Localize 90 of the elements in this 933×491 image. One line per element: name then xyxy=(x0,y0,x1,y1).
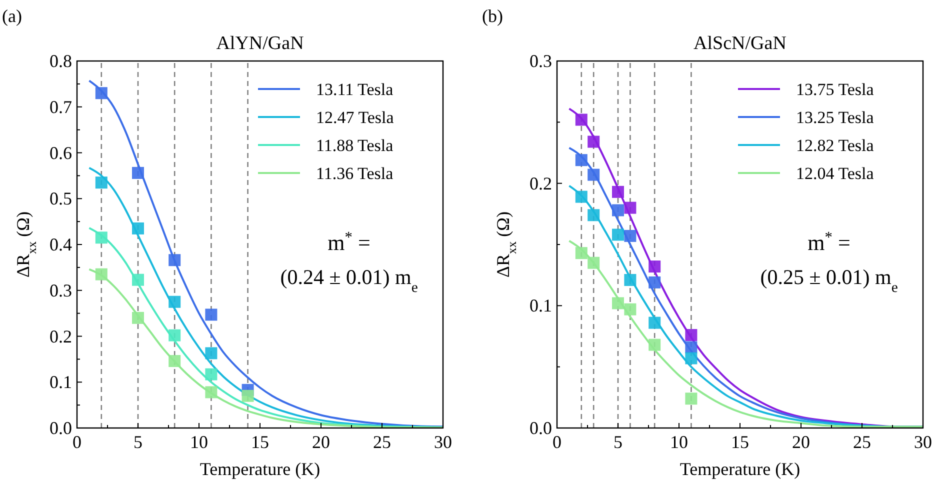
legend-label: 11.88 Tesla xyxy=(316,136,394,155)
point xyxy=(685,341,698,354)
x-tick-label: 25 xyxy=(373,432,391,452)
legend-label: 13.75 Tesla xyxy=(796,80,874,99)
point xyxy=(648,316,661,329)
y-tick-label: 0.8 xyxy=(50,51,72,71)
annotation: m$^{*}$ = xyxy=(328,228,370,255)
point xyxy=(168,355,181,368)
x-tick-label: 15 xyxy=(731,432,749,452)
line-series xyxy=(568,240,924,428)
point xyxy=(95,87,108,100)
x-tick-label: 30 xyxy=(434,432,452,452)
chart-title: AlScN/GaN xyxy=(694,33,787,54)
point xyxy=(612,297,624,310)
text: (b) xyxy=(482,6,503,26)
annotation: (0.25 ± 0.01) m$_{e}$ xyxy=(760,265,898,296)
x-tick-label: 0 xyxy=(72,432,82,452)
legend-label: 13.25 Tesla xyxy=(796,108,874,127)
y-tick-label: 0.0 xyxy=(530,418,552,438)
legend-label: 11.36 Tesla xyxy=(316,164,394,183)
line-series xyxy=(88,268,444,429)
point xyxy=(624,230,636,242)
point xyxy=(624,202,636,214)
text: (a) xyxy=(2,6,22,26)
line-series xyxy=(88,166,444,428)
point xyxy=(205,386,218,398)
line-series xyxy=(88,80,444,428)
point xyxy=(205,368,218,380)
point xyxy=(205,308,218,321)
point xyxy=(648,276,661,288)
annotation: (0.24 ± 0.01) m$_{e}$ xyxy=(280,265,418,296)
legend-label: 12.04 Tesla xyxy=(796,164,874,183)
point xyxy=(624,303,636,316)
point xyxy=(575,154,588,166)
point xyxy=(612,186,624,198)
point xyxy=(588,256,600,269)
point xyxy=(205,347,218,360)
x-tick-label: 10 xyxy=(670,432,688,452)
y-tick-label: 0.6 xyxy=(50,142,72,163)
y-tick-label: 0.4 xyxy=(50,234,72,254)
x-tick-label: 15 xyxy=(251,432,269,452)
x-tick-label: 25 xyxy=(853,432,871,452)
y-tick-label: 0.7 xyxy=(50,96,72,117)
annotation: m$^{*}$ = xyxy=(808,228,850,255)
point xyxy=(612,228,624,241)
point xyxy=(168,329,181,342)
point xyxy=(648,260,661,273)
y-tick-label: 0.2 xyxy=(530,173,552,194)
y-tick-label: 0.0 xyxy=(50,418,72,438)
point xyxy=(132,166,144,179)
legend-label: 12.82 Tesla xyxy=(796,136,874,155)
point xyxy=(648,338,661,351)
point xyxy=(575,247,588,260)
x-tick-label: 10 xyxy=(190,432,208,452)
point xyxy=(624,274,636,286)
x-tick-label: 20 xyxy=(312,432,330,452)
point xyxy=(95,232,108,244)
y-tick-label: 0.1 xyxy=(530,296,552,316)
point xyxy=(685,392,698,405)
point xyxy=(685,352,698,364)
point xyxy=(132,274,144,286)
x-tick-label: 5 xyxy=(134,432,142,452)
point xyxy=(575,114,588,126)
x-tick-label: 5 xyxy=(614,432,622,452)
y-tick-label: 0.1 xyxy=(50,372,72,392)
point xyxy=(685,329,698,342)
x-tick-label: 30 xyxy=(914,432,932,452)
y-tick-label: 0.3 xyxy=(50,280,72,300)
y-tick-label: 0.2 xyxy=(50,326,72,346)
y-tick-label: 0.5 xyxy=(50,188,72,209)
point xyxy=(575,190,588,203)
point xyxy=(95,268,108,280)
chart-title: AlYN/GaN xyxy=(216,33,304,54)
x-axis-title: Temperature (K) xyxy=(680,459,800,479)
point xyxy=(168,254,181,266)
point xyxy=(588,136,600,148)
point xyxy=(95,176,108,189)
legend-label: 12.47 Tesla xyxy=(316,108,394,127)
x-axis-title: Temperature (K) xyxy=(200,459,320,479)
point xyxy=(132,222,144,234)
legend-label: 13.11 Tesla xyxy=(316,80,394,99)
point xyxy=(242,390,254,402)
y-tick-label: 0.3 xyxy=(530,51,552,71)
x-tick-label: 20 xyxy=(792,432,810,452)
point xyxy=(588,168,600,181)
point xyxy=(168,296,181,308)
x-tick-label: 0 xyxy=(552,432,562,452)
point xyxy=(132,312,144,324)
point xyxy=(588,209,600,222)
point xyxy=(612,204,624,216)
